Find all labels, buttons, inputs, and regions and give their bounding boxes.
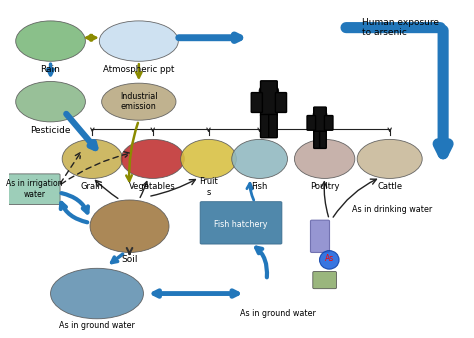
Text: As: As: [325, 254, 334, 263]
Ellipse shape: [294, 139, 355, 178]
FancyBboxPatch shape: [307, 116, 316, 130]
FancyBboxPatch shape: [261, 81, 277, 116]
Ellipse shape: [232, 139, 287, 178]
Text: Atmospheric ppt: Atmospheric ppt: [103, 65, 174, 74]
Ellipse shape: [101, 83, 176, 120]
Ellipse shape: [90, 200, 169, 252]
Text: Human exposure
to arsenic: Human exposure to arsenic: [362, 18, 439, 37]
Text: As in irrigation
water: As in irrigation water: [6, 179, 63, 199]
Text: Fruit
s: Fruit s: [199, 177, 218, 196]
Text: Poultry: Poultry: [310, 182, 339, 191]
Ellipse shape: [121, 139, 184, 178]
FancyBboxPatch shape: [324, 116, 333, 130]
Text: Rain: Rain: [41, 65, 61, 74]
Text: Cattle: Cattle: [377, 182, 402, 191]
FancyBboxPatch shape: [313, 271, 337, 289]
FancyBboxPatch shape: [275, 93, 287, 113]
Ellipse shape: [313, 109, 328, 120]
Ellipse shape: [16, 21, 85, 61]
Text: Fish hatchery: Fish hatchery: [214, 220, 268, 229]
Ellipse shape: [62, 139, 123, 178]
Text: As in ground water: As in ground water: [240, 309, 316, 318]
Text: Fish: Fish: [251, 182, 268, 191]
FancyBboxPatch shape: [261, 115, 269, 138]
Ellipse shape: [357, 139, 422, 178]
FancyBboxPatch shape: [314, 131, 320, 148]
Ellipse shape: [319, 251, 339, 269]
FancyBboxPatch shape: [200, 202, 282, 244]
FancyBboxPatch shape: [269, 115, 277, 138]
FancyBboxPatch shape: [310, 220, 329, 252]
FancyBboxPatch shape: [9, 174, 60, 204]
Text: As in ground water: As in ground water: [59, 321, 135, 330]
Ellipse shape: [51, 268, 144, 319]
FancyBboxPatch shape: [314, 107, 326, 132]
Ellipse shape: [16, 81, 85, 122]
Text: Vegetables: Vegetables: [129, 182, 176, 191]
Ellipse shape: [259, 83, 279, 98]
Text: As in drinking water: As in drinking water: [352, 205, 432, 214]
FancyBboxPatch shape: [251, 93, 263, 113]
Text: Grain: Grain: [81, 182, 104, 191]
Ellipse shape: [181, 139, 237, 178]
FancyBboxPatch shape: [319, 131, 326, 148]
Ellipse shape: [100, 21, 178, 61]
Text: Soil: Soil: [121, 255, 138, 264]
Text: Industrial
emission: Industrial emission: [120, 92, 157, 112]
Text: Pesticide: Pesticide: [30, 126, 71, 135]
